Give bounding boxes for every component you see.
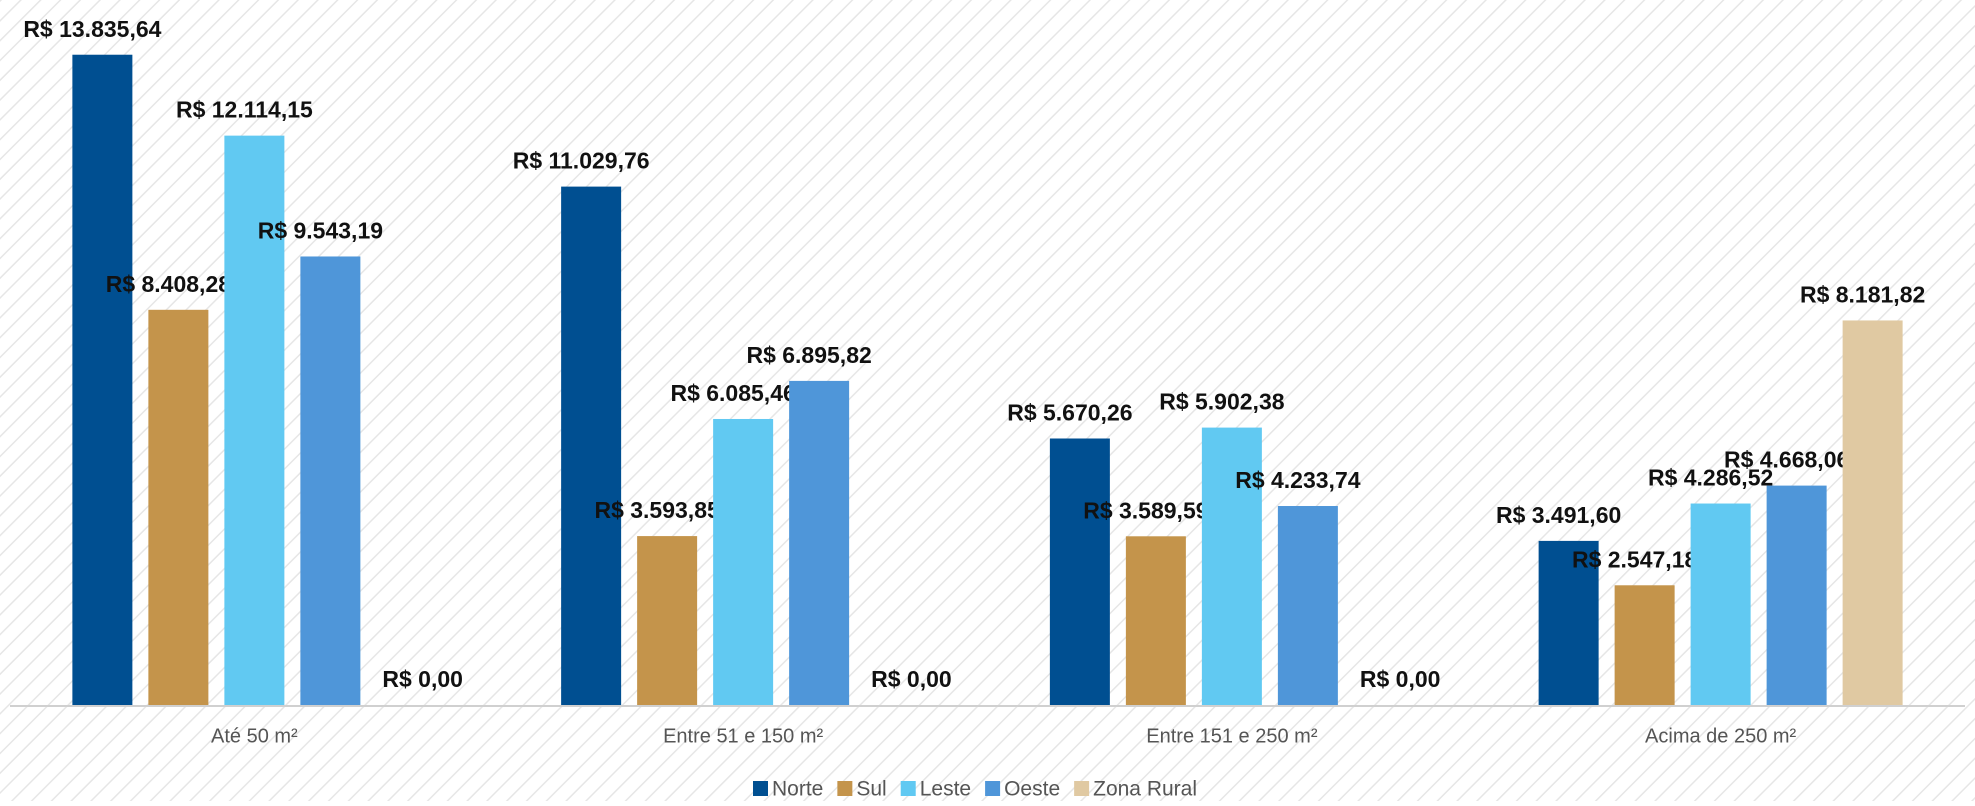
data-label: R$ 0,00 — [1360, 666, 1441, 692]
data-label: R$ 9.543,19 — [258, 218, 383, 244]
data-label: R$ 4.286,52 — [1648, 465, 1773, 491]
bar — [1125, 536, 1186, 705]
data-label: R$ 6.085,46 — [670, 380, 795, 406]
data-label: R$ 0,00 — [871, 666, 952, 692]
x-tick-label: Até 50 m² — [211, 725, 298, 747]
data-label: R$ 0,00 — [382, 666, 463, 692]
bar — [789, 380, 850, 705]
bar — [1049, 438, 1110, 705]
legend-swatch — [900, 781, 916, 796]
data-label: R$ 6.895,82 — [746, 342, 871, 368]
legend-label: Leste — [920, 778, 971, 801]
data-label: R$ 13.835,64 — [23, 16, 161, 42]
bar — [713, 418, 774, 705]
legend-label: Norte — [772, 778, 823, 801]
data-label: R$ 3.593,85 — [594, 497, 720, 523]
bar — [1201, 427, 1262, 705]
legend-label: Oeste — [1004, 778, 1060, 801]
bar — [148, 309, 209, 705]
legend-swatch — [753, 781, 768, 796]
data-label: R$ 4.668,06 — [1724, 447, 1849, 473]
data-label: R$ 11.029,76 — [513, 148, 650, 174]
bar — [72, 54, 133, 706]
legend-label: Zona Rural — [1093, 778, 1197, 801]
bar — [1277, 506, 1338, 705]
bar — [637, 536, 698, 705]
legend-swatch — [1074, 781, 1090, 796]
data-label: R$ 8.408,28 — [106, 271, 232, 297]
bar — [1766, 485, 1827, 705]
legend-label: Sul — [856, 778, 886, 801]
legend-swatch — [985, 781, 1001, 796]
data-label: R$ 3.491,60 — [1496, 502, 1621, 528]
legend-swatch — [837, 781, 853, 796]
bar — [1614, 585, 1675, 705]
data-label: R$ 4.233,74 — [1235, 467, 1361, 493]
data-label: R$ 12.114,15 — [176, 97, 313, 123]
x-tick-label: Entre 151 e 250 m² — [1146, 725, 1318, 747]
bar — [1538, 540, 1599, 705]
bar — [300, 256, 361, 705]
bar — [224, 135, 285, 705]
bar — [1690, 503, 1751, 705]
data-label: R$ 5.902,38 — [1159, 389, 1285, 415]
data-label: R$ 3.589,59 — [1083, 497, 1208, 523]
x-tick-label: Entre 51 e 150 m² — [663, 725, 823, 747]
data-label: R$ 5.670,26 — [1007, 400, 1132, 426]
bar — [1842, 320, 1903, 705]
data-label: R$ 8.181,82 — [1800, 282, 1925, 308]
data-label: R$ 2.547,18 — [1572, 546, 1698, 572]
bar — [561, 186, 622, 706]
x-tick-label: Acima de 250 m² — [1645, 725, 1797, 747]
